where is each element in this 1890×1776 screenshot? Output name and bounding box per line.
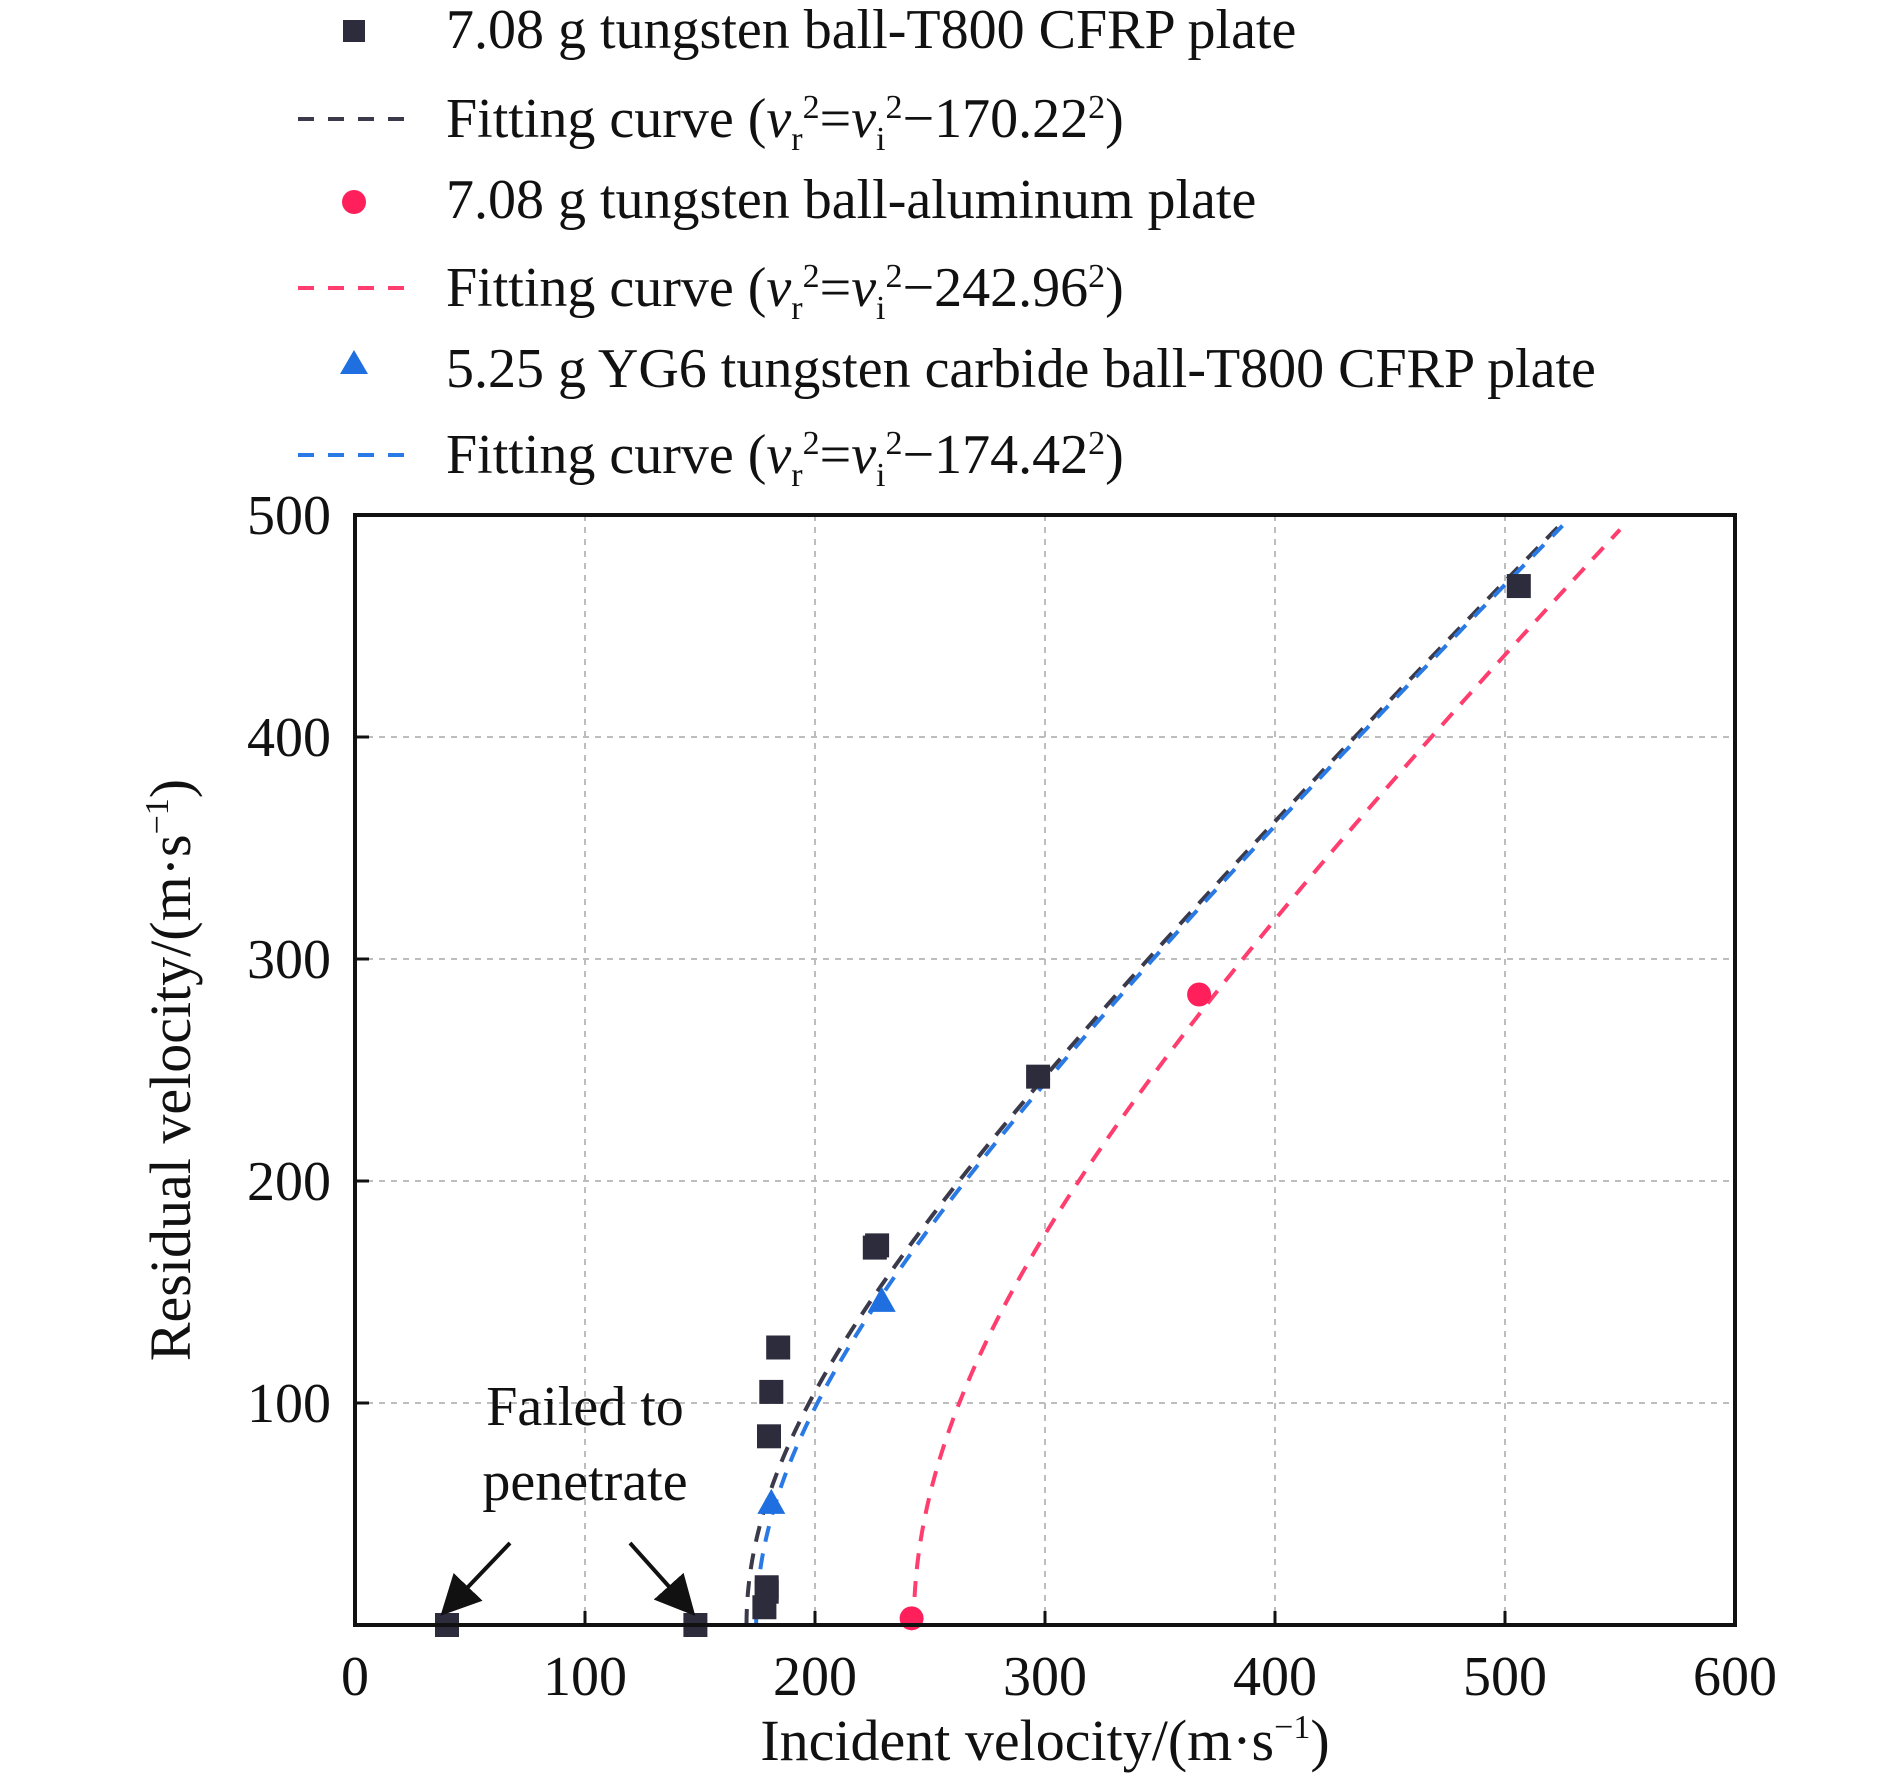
legend-label-series-5: 5.25 g YG6 tungsten carbide ball-T800 CF… <box>446 338 1596 400</box>
annotation-line-1: Failed to <box>486 1376 684 1438</box>
point-square <box>759 1379 784 1404</box>
svg-text:Fitting curve (vr2=vi2−242.962: Fitting curve (vr2=vi2−242.962) <box>446 257 1124 327</box>
x-tick-label: 600 <box>1693 1646 1777 1708</box>
point-square <box>754 1575 779 1600</box>
annotation-arrow-right <box>628 1541 696 1616</box>
legend-label-series-3: 7.08 g tungsten ball-aluminum plate <box>446 169 1256 231</box>
fit-curve <box>744 521 1564 1625</box>
point-square <box>1506 574 1531 599</box>
x-tick-label: 400 <box>1233 1646 1317 1708</box>
legend-label-series-1: 7.08 g tungsten ball-T800 CFRP plate <box>446 0 1296 61</box>
legend-label-fit-2: Fitting curve (vr2=vi2−242.962) <box>446 257 1124 327</box>
grid <box>355 515 1735 1625</box>
y-tick-label: 100 <box>247 1373 331 1435</box>
legend-marker-square <box>343 20 365 42</box>
point-square <box>865 1233 890 1258</box>
svg-text:Fitting curve (vr2=vi2−174.422: Fitting curve (vr2=vi2−174.422) <box>446 424 1124 494</box>
annotation-failed-to-penetrate: Failed to penetrate <box>440 1376 696 1616</box>
x-tick-label: 300 <box>1003 1646 1087 1708</box>
point-square <box>1026 1064 1051 1089</box>
x-tick-label: 200 <box>773 1646 857 1708</box>
y-axis-title: Residual velocity/(m·s−1) <box>138 779 203 1361</box>
fit-curves <box>744 521 1622 1625</box>
x-tick-label: 500 <box>1463 1646 1547 1708</box>
y-tick-label: 400 <box>247 707 331 769</box>
legend-marker-circle <box>342 190 366 214</box>
axis-ticks: 0 100 200 300 400 500 600 100 200 300 400 500 <box>247 485 1777 1708</box>
legend-label-fit-1: Fitting curve (vr2=vi2−170.222) <box>446 88 1124 158</box>
legend-label-fit-3: Fitting curve (vr2=vi2−174.422) <box>446 424 1124 494</box>
x-axis-title: Incident velocity/(m·s−1) <box>760 1708 1329 1773</box>
point-triangle <box>867 1286 896 1312</box>
legend-marker-triangle <box>340 350 368 374</box>
point-square <box>766 1335 791 1360</box>
point-triangle <box>757 1488 786 1514</box>
y-tick-label: 200 <box>247 1151 331 1213</box>
fit-curve <box>911 528 1622 1625</box>
annotation-line-2: penetrate <box>482 1451 687 1513</box>
fit-curve <box>754 524 1564 1625</box>
x-tick-label: 100 <box>543 1646 627 1708</box>
svg-text:Fitting curve (vr2=vi2−170.222: Fitting curve (vr2=vi2−170.222) <box>446 88 1124 158</box>
y-tick-label: 500 <box>247 485 331 547</box>
y-tick-label: 300 <box>247 929 331 991</box>
legend: 7.08 g tungsten ball-T800 CFRP plate Fit… <box>298 0 1596 494</box>
annotation-arrow-left <box>440 1541 512 1616</box>
point-circle <box>1187 982 1212 1007</box>
point-square <box>757 1424 781 1449</box>
x-tick-label: 0 <box>341 1646 369 1708</box>
